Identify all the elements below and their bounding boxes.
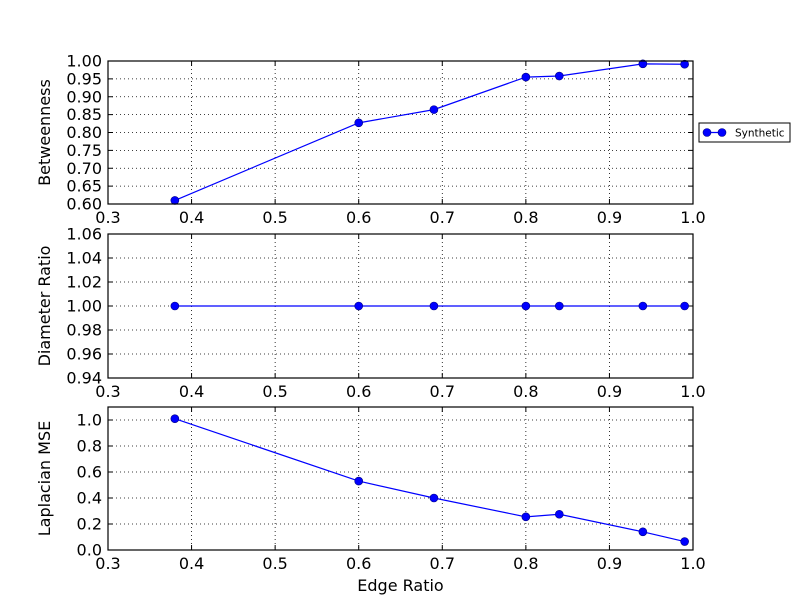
data-point — [554, 509, 564, 519]
y-tick-label: 1.0 — [77, 411, 102, 430]
x-tick-label: 0.8 — [513, 382, 538, 401]
x-tick-label: 0.6 — [346, 554, 371, 573]
data-point — [554, 71, 564, 81]
data-point — [521, 512, 531, 522]
y-tick-label: 0.2 — [77, 515, 102, 534]
y-tick-label: 0.98 — [66, 321, 102, 340]
data-point — [429, 493, 439, 503]
data-point — [170, 196, 180, 205]
y-axis-label: Betweenness — [35, 79, 54, 186]
data-point — [521, 72, 531, 82]
data-point — [680, 301, 689, 311]
y-tick-label: 1.00 — [66, 297, 102, 316]
data-point — [521, 301, 531, 311]
x-tick-label: 1.0 — [680, 208, 705, 227]
x-tick-label: 0.3 — [95, 382, 120, 401]
x-tick-label: 0.4 — [179, 554, 204, 573]
y-tick-label: 0.75 — [66, 141, 102, 160]
plot-frame — [107, 406, 694, 551]
x-tick-label: 0.4 — [179, 208, 204, 227]
x-tick-label: 0.3 — [95, 208, 120, 227]
legend-marker — [702, 128, 712, 137]
series-line — [174, 418, 685, 543]
data-point — [638, 59, 648, 69]
subplot-2: 0.3 0.4 0.5 0.6 0.7 0.8 0.9 1.0 0.94 0.96 0.98 1.00… — [35, 225, 706, 402]
data-point — [429, 105, 439, 114]
data-point — [170, 414, 180, 424]
legend-marker — [717, 128, 727, 137]
data-point — [638, 527, 648, 537]
y-tick-label: 0.96 — [66, 345, 102, 364]
data-point — [354, 301, 364, 311]
data-point — [554, 301, 564, 311]
data-point — [680, 537, 689, 546]
data-point — [429, 301, 439, 311]
x-tick-label: 0.5 — [262, 554, 287, 573]
y-tick-label: 0.70 — [66, 159, 102, 178]
y-tick-label: 0.94 — [66, 369, 102, 388]
x-tick-label: 0.8 — [513, 208, 538, 227]
x-tick-label: 0.7 — [430, 208, 455, 227]
data-point — [354, 118, 364, 128]
x-tick-label: 0.6 — [346, 382, 371, 401]
x-tick-label: 0.6 — [346, 208, 371, 227]
y-tick-label: 0.4 — [77, 489, 102, 508]
legend-label: Synthetic — [735, 128, 785, 140]
plot-frame — [107, 60, 694, 205]
y-tick-label: 0.60 — [66, 195, 102, 214]
y-tick-label: 0.65 — [66, 177, 102, 196]
x-tick-label: 0.7 — [430, 382, 455, 401]
y-tick-label: 0.95 — [66, 69, 102, 88]
y-tick-label: 0.90 — [66, 87, 102, 106]
subplot-1: 0.3 0.4 0.5 0.6 0.7 0.8 0.9 1.0 0.600.650.700.75… — [35, 52, 706, 228]
y-tick-label: 0.8 — [77, 437, 102, 456]
x-tick-label: 0.5 — [262, 208, 287, 227]
x-tick-label: 1.0 — [680, 382, 705, 401]
x-tick-label: 0.5 — [262, 382, 287, 401]
x-tick-label: 0.4 — [179, 382, 204, 401]
y-tick-label: 1.04 — [66, 249, 102, 268]
y-tick-label: 0.80 — [66, 123, 102, 142]
y-tick-label: 1.02 — [66, 273, 102, 292]
data-point — [354, 476, 364, 486]
y-axis-label: Laplacian MSE — [35, 421, 54, 536]
y-tick-label: 0.6 — [77, 463, 102, 482]
y-tick-label: 0.0 — [77, 541, 102, 560]
legend: Synthetic — [698, 122, 791, 143]
y-tick-label: 0.85 — [66, 105, 102, 124]
x-tick-label: 1.0 — [680, 554, 705, 573]
x-tick-label: 0.9 — [597, 554, 622, 573]
x-tick-label: 0.9 — [597, 382, 622, 401]
x-tick-label: 0.7 — [430, 554, 455, 573]
data-point — [680, 59, 689, 69]
x-tick-label: 0.9 — [597, 208, 622, 227]
legend-box — [698, 122, 791, 143]
x-tick-label: 0.3 — [95, 554, 120, 573]
plot-frame — [107, 233, 694, 379]
data-point — [170, 301, 180, 311]
y-axis-label: Diameter Ratio — [35, 246, 54, 367]
y-tick-label: 1.06 — [66, 225, 102, 244]
y-tick-label: 1.00 — [66, 52, 102, 71]
subplot-3: 0.3 0.4 0.5 0.6 0.7 0.8 0.9 1.0 0.0 0.2 0.4 0.6 0.8 1… — [35, 406, 706, 595]
x-axis-label: Edge Ratio — [357, 576, 443, 595]
x-tick-label: 0.8 — [513, 554, 538, 573]
data-point — [638, 301, 648, 311]
